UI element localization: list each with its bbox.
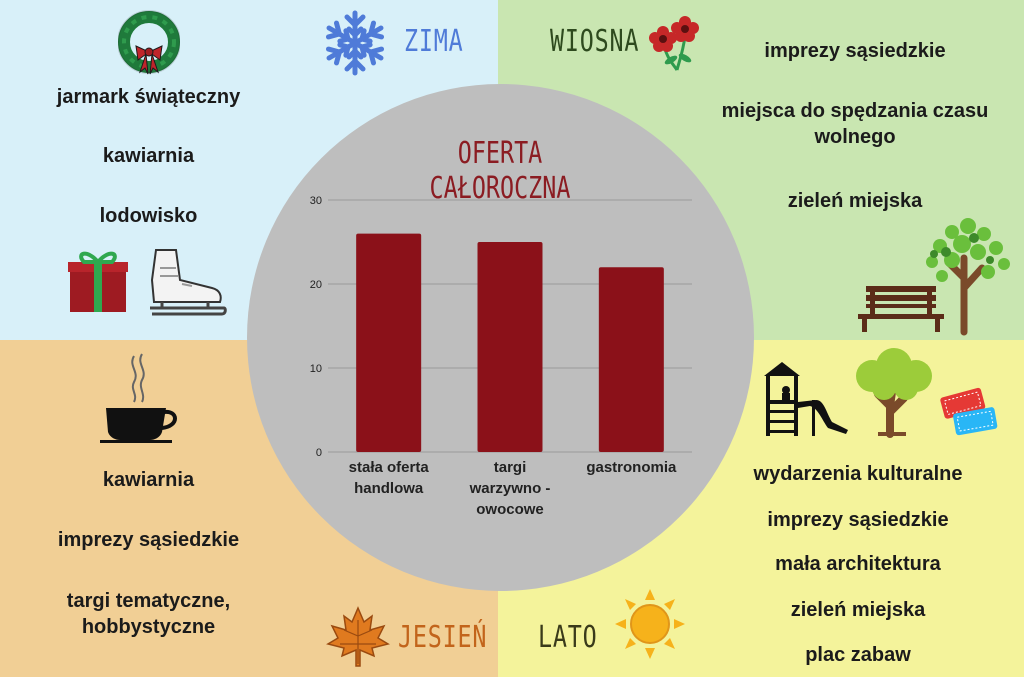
maple-leaf-icon (326, 606, 390, 667)
summer-title: LATO (538, 620, 598, 655)
cinema-tickets-icon (940, 387, 998, 436)
x-tick-label: gastronomia (586, 459, 677, 476)
spring-title: WIOSNA (550, 24, 640, 59)
y-tick-label: 30 (310, 195, 322, 207)
autumn-item: targi tematyczne, hobbystyczne (66, 590, 231, 638)
coffee-cup-icon (100, 353, 177, 443)
bar (477, 242, 543, 452)
autumn-item: kawiarnia (102, 469, 195, 491)
bar (598, 267, 664, 452)
bar (356, 233, 422, 452)
summer-item: imprezy sąsiedzkie (767, 509, 949, 531)
autumn-title: JESIEŃ (398, 620, 488, 655)
snowflake-icon (320, 10, 390, 78)
tree-icon (926, 218, 1010, 336)
spring-item: imprezy sąsiedzkie (764, 40, 946, 62)
summer-item: zieleń miejska (790, 599, 926, 621)
winter-item: kawiarnia (102, 145, 195, 167)
y-tick-label: 0 (316, 447, 322, 459)
y-tick-label: 20 (310, 279, 322, 291)
x-tick-label: stała oferta handlowa (349, 459, 430, 497)
flowers-icon (649, 16, 699, 71)
summer-item: mała architektura (775, 553, 941, 575)
bar-chart: 0 10 20 30 stała oferta handlowa targi warzywno… (310, 195, 692, 518)
winter-item: lodowisko (99, 205, 198, 227)
playground-icon (764, 362, 848, 436)
summer-item: wydarzenia kulturalne (753, 463, 963, 485)
winter-title: ZIMA (404, 24, 464, 59)
spring-item: miejsca do spędzania czasu wolnego (721, 100, 989, 148)
autumn-item: imprezy sąsiedzkie (57, 529, 240, 551)
ice-skate-icon (150, 249, 227, 316)
gift-icon (68, 251, 128, 312)
bench-icon (858, 286, 944, 332)
summer-item: plac zabaw (805, 644, 911, 666)
winter-item: jarmark świąteczny (56, 86, 241, 108)
spring-item: zieleń miejska (787, 190, 923, 212)
wreath-icon (118, 10, 180, 75)
tree-icon (856, 348, 932, 438)
x-tick-label: targi warzywno -owocowe (469, 459, 551, 518)
sun-icon (615, 589, 685, 659)
y-tick-label: 10 (310, 363, 322, 375)
